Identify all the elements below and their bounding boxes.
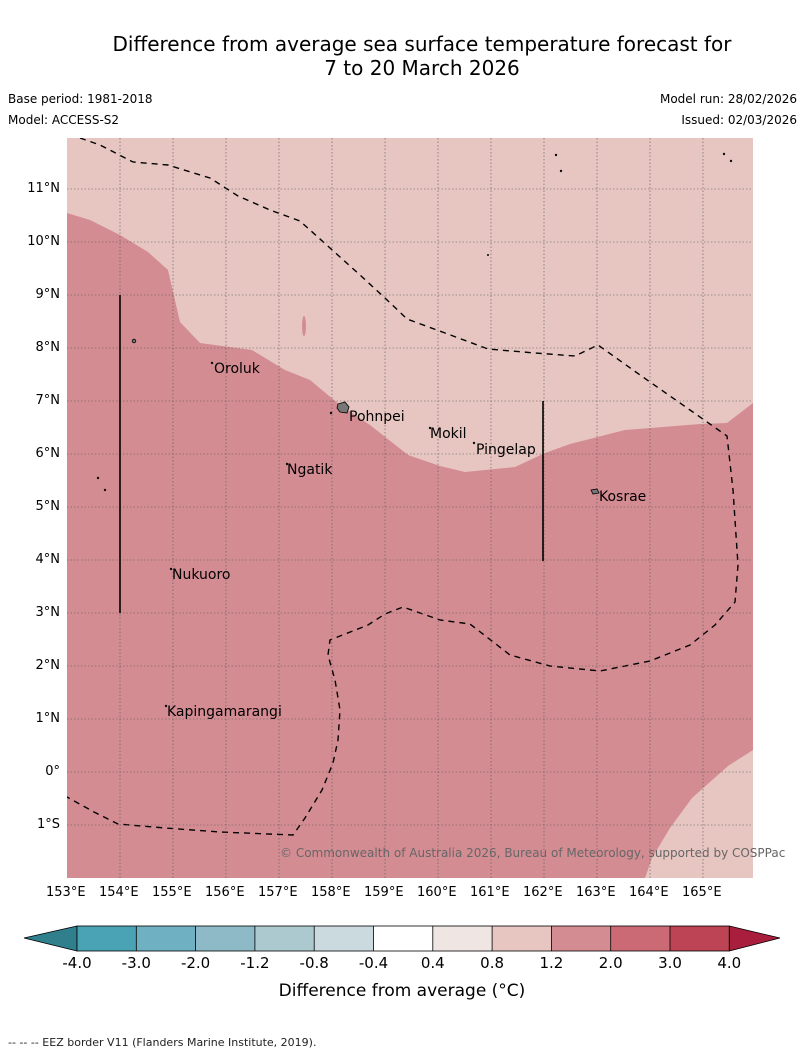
- lon-label: 158°E: [311, 885, 351, 900]
- lon-label: 154°E: [99, 885, 139, 900]
- anomaly-patch: [302, 316, 306, 336]
- place-label-ngatik: Ngatik: [287, 462, 333, 478]
- lon-label: 160°E: [417, 885, 457, 900]
- base-period: Base period: 1981-2018: [8, 92, 153, 106]
- colorbar-title: Difference from average (°C): [278, 981, 526, 1001]
- colorbar-segment: [77, 926, 137, 951]
- lon-label: 165°E: [682, 885, 722, 900]
- place-label-kapingamarangi: Kapingamarangi: [167, 704, 282, 720]
- colorbar-tick: 4.0: [717, 954, 742, 972]
- colorbar-segment: [492, 926, 552, 951]
- lon-label: 156°E: [205, 885, 245, 900]
- lat-label: 8°N: [35, 340, 61, 355]
- title-line-2: 7 to 20 March 2026: [324, 56, 520, 80]
- graticule: [67, 138, 753, 878]
- colorbar-segment: [254, 926, 315, 951]
- lat-label: 1°S: [36, 817, 60, 832]
- island-small: [131, 338, 137, 344]
- islands: [96, 152, 733, 708]
- lat-label: 3°N: [35, 605, 61, 620]
- lon-label: 164°E: [629, 885, 669, 900]
- lon-label: 155°E: [152, 885, 192, 900]
- lon-label: 153°E: [46, 885, 86, 900]
- title-line-1: Difference from average sea surface temp…: [112, 32, 732, 56]
- colorbar-tick: -1.2: [240, 954, 270, 972]
- colorbar-segment: [610, 926, 670, 951]
- colorbar-tick: -0.8: [299, 954, 329, 972]
- lat-label: 11°N: [27, 181, 60, 196]
- lon-label: 157°E: [258, 885, 298, 900]
- lat-label: 10°N: [27, 234, 60, 249]
- place-label-kosrae: Kosrae: [599, 489, 647, 505]
- lat-label: 4°N: [35, 552, 61, 567]
- colorbar-extend-high: [728, 925, 781, 952]
- colorbar-segment: [373, 926, 433, 951]
- colorbar-tick: 3.0: [658, 954, 682, 972]
- place-label-pohnpei: Pohnpei: [349, 409, 405, 425]
- lat-label: 2°N: [35, 658, 61, 673]
- island-pohnpei: [336, 401, 350, 414]
- eez-footnote: -- -- -- EEZ border V11 (Flanders Marine…: [8, 1036, 317, 1049]
- place-label-mokil: Mokil: [430, 426, 467, 442]
- colorbar-tick: 0.8: [480, 954, 505, 972]
- anomaly-band-dark: [67, 213, 753, 878]
- copyright-notice: © Commonwealth of Australia 2026, Bureau…: [280, 846, 786, 860]
- colorbar-tick: -0.4: [358, 954, 389, 972]
- place-label-nukuoro: Nukuoro: [172, 567, 231, 583]
- lat-label: 0°: [45, 764, 60, 779]
- lat-label: 7°N: [35, 393, 61, 408]
- colorbar-tick: 1.2: [539, 954, 564, 972]
- colorbar-tick: 2.0: [598, 954, 623, 972]
- lat-label: 6°N: [35, 446, 61, 461]
- colorbar: [23, 925, 781, 952]
- colorbar-tick: -4.0: [62, 954, 92, 972]
- lon-label: 161°E: [470, 885, 510, 900]
- colorbar-segment: [136, 926, 196, 951]
- colorbar-segment: [314, 926, 374, 951]
- lon-label: 159°E: [364, 885, 404, 900]
- place-label-pingelap: Pingelap: [476, 442, 536, 458]
- colorbar-segment: [195, 926, 255, 951]
- colorbar-segment: [432, 926, 493, 951]
- lon-label: 162°E: [523, 885, 563, 900]
- colorbar-tick: -3.0: [121, 954, 151, 972]
- colorbar-tick: 0.4: [420, 954, 445, 972]
- eez-border: [67, 138, 739, 836]
- model-run: Model run: 28/02/2026: [659, 92, 797, 106]
- colorbar-segment: [670, 926, 730, 951]
- place-label-oroluk: Oroluk: [214, 361, 260, 377]
- lat-label: 5°N: [35, 499, 61, 514]
- colorbar-tick: -2.0: [180, 954, 211, 972]
- chart-title: Difference from average sea surface temp…: [0, 32, 804, 80]
- model-name: Model: ACCESS-S2: [8, 113, 120, 127]
- lat-label: 1°N: [35, 711, 61, 726]
- island-kosrae: [590, 488, 600, 495]
- lon-label: 163°E: [576, 885, 616, 900]
- colorbar-extend-low: [23, 925, 78, 952]
- issued-date: Issued: 02/03/2026: [681, 113, 797, 127]
- colorbar-segment: [551, 926, 611, 951]
- lat-label: 9°N: [35, 287, 61, 302]
